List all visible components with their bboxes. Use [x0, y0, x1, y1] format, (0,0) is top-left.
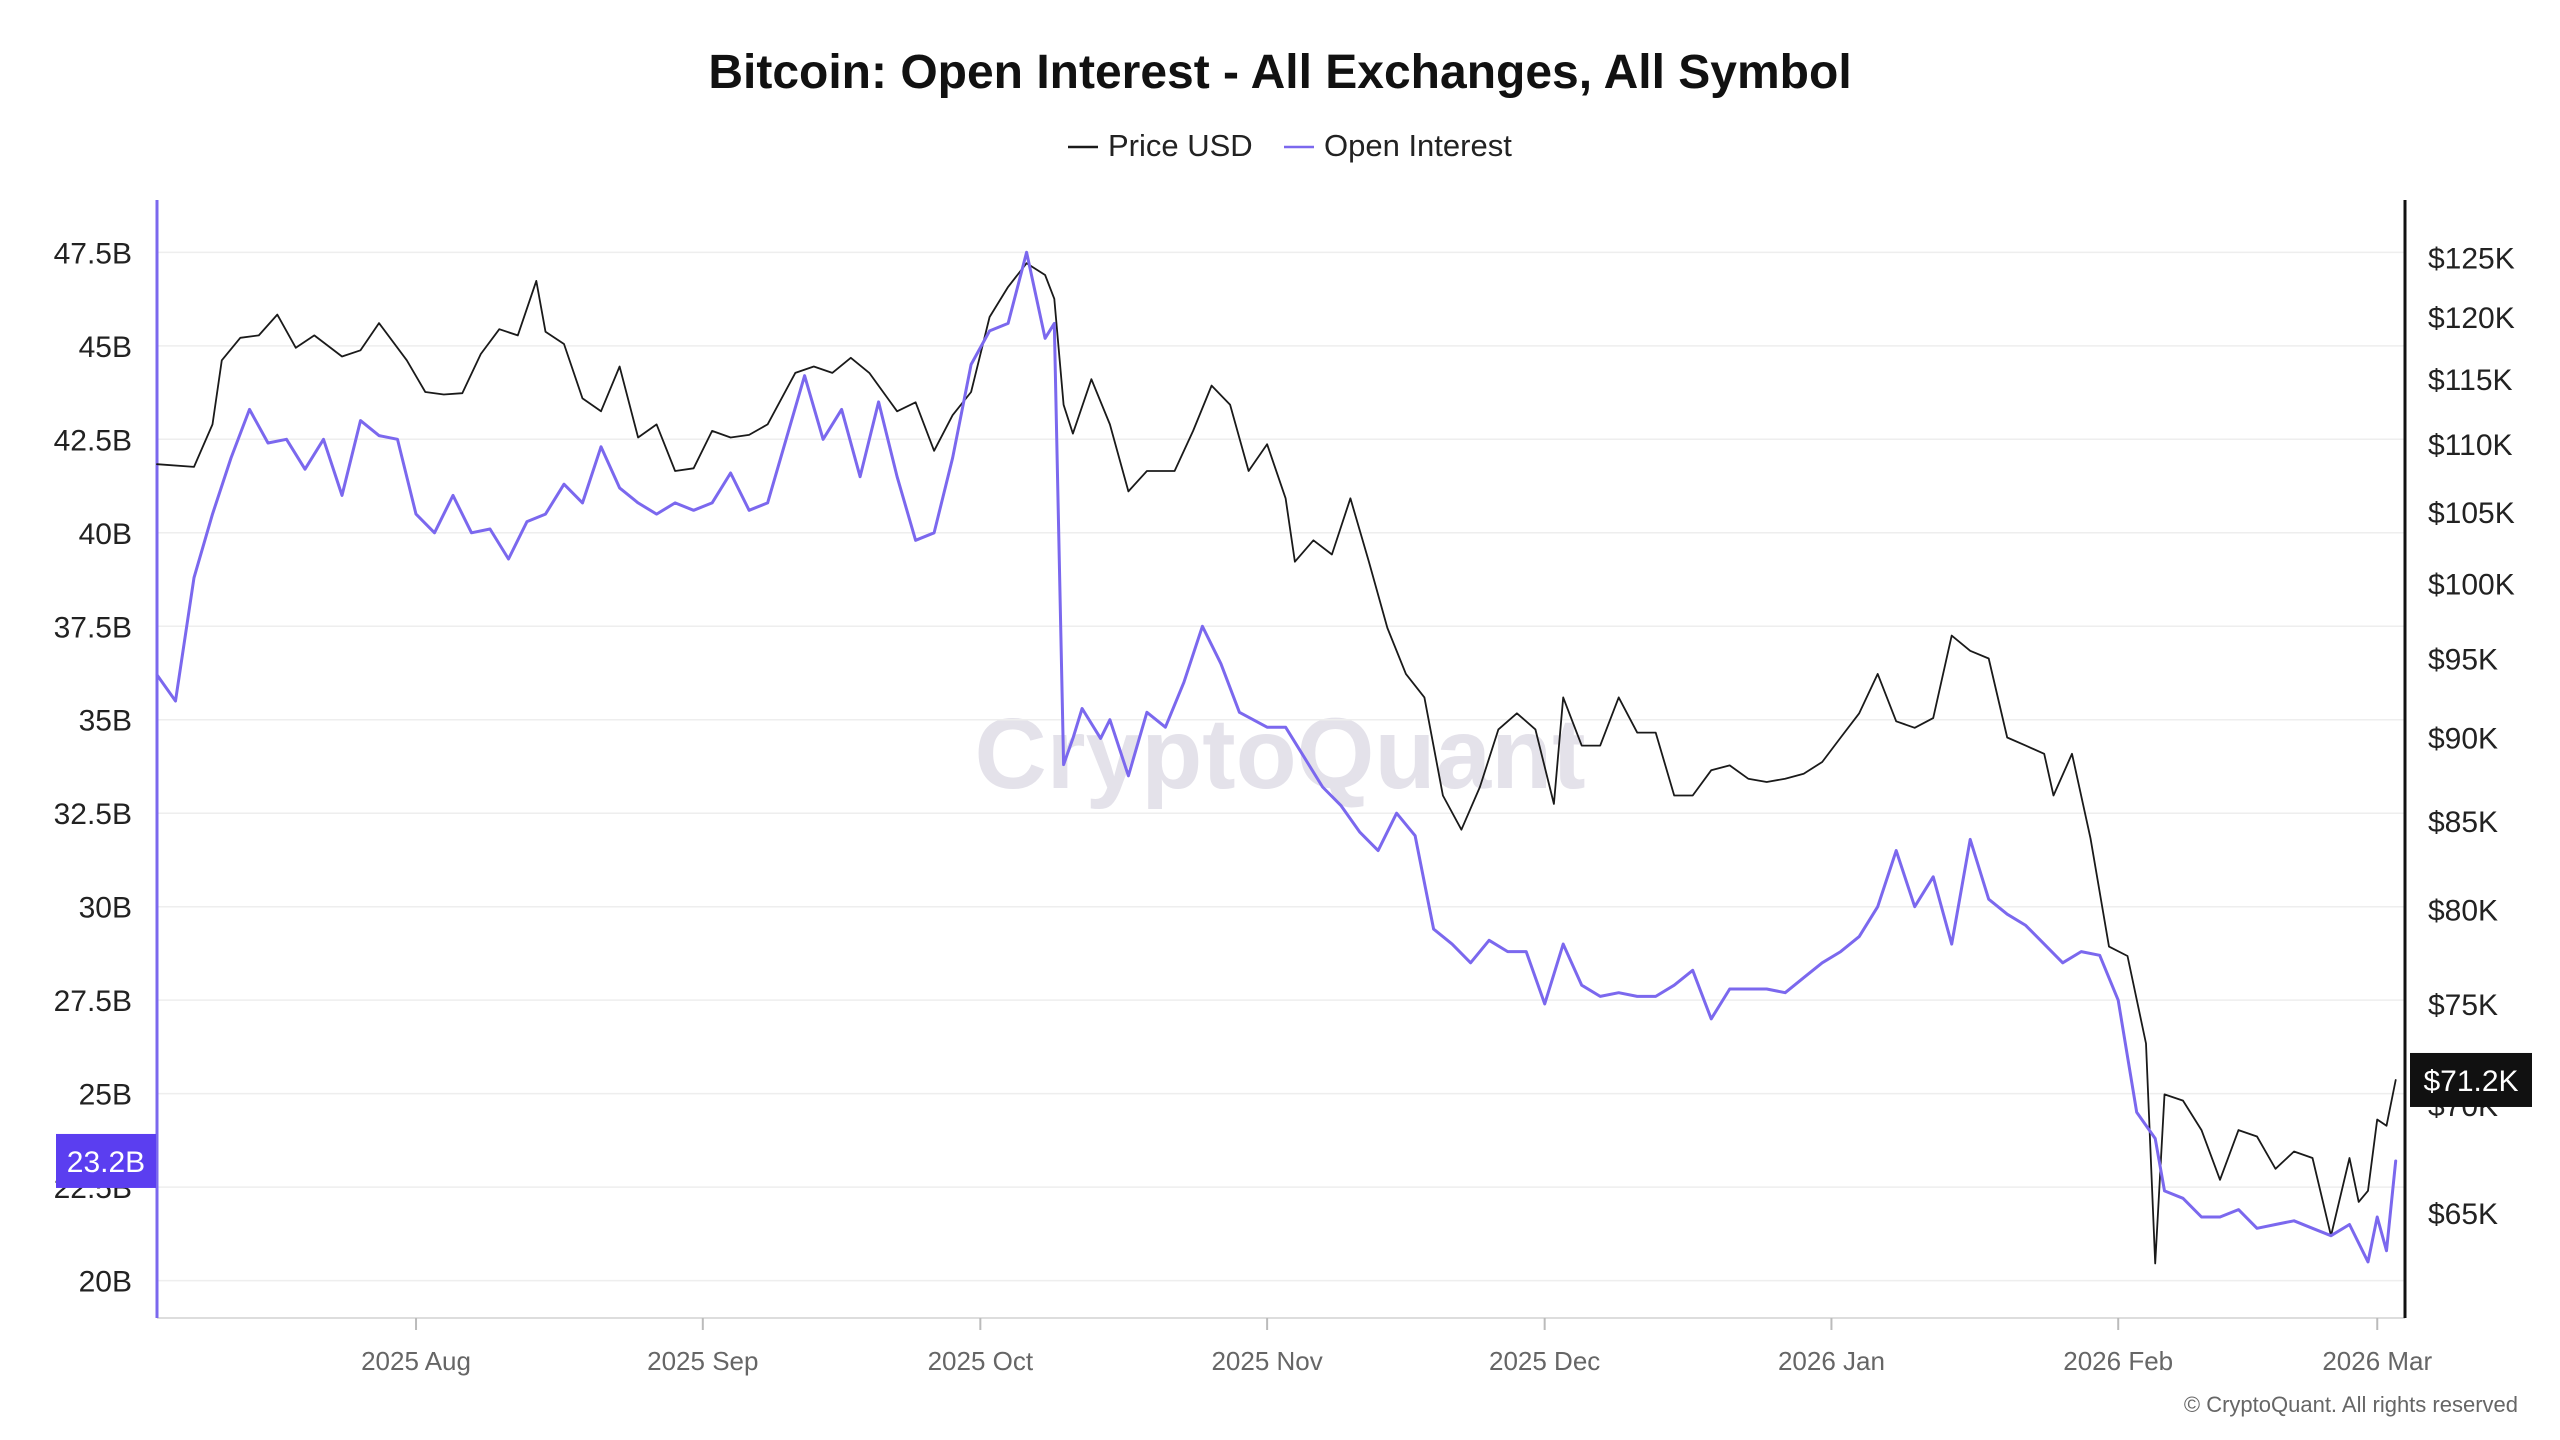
left-tick-label: 25B [79, 1079, 132, 1112]
legend-item: Open Interest [1284, 128, 1512, 163]
right-tick-label: $115K [2428, 364, 2513, 397]
plot-area [155, 250, 2398, 1265]
x-tick-label: 2025 Nov [1211, 1346, 1322, 1376]
right-tick-label: $105K [2428, 497, 2515, 530]
gridlines [157, 251, 2405, 1282]
price-last-value-box [2410, 1052, 2532, 1107]
legend-item: Price USD [1068, 128, 1253, 163]
left-tick-label: 42.5B [54, 424, 132, 457]
left-tick-label: 45B [79, 331, 132, 364]
left-tick-label: 27.5B [54, 985, 132, 1018]
right-tick-label: $85K [2428, 806, 2498, 839]
open-interest-last-value-label: 23.2B [67, 1146, 145, 1179]
legend-label: Open Interest [1324, 128, 1512, 163]
x-tick-label: 2025 Aug [361, 1346, 471, 1376]
chart-title: Bitcoin: Open Interest - All Exchanges, … [708, 46, 1851, 99]
x-tick-label: 2025 Dec [1489, 1346, 1600, 1376]
right-tick-label: $80K [2428, 895, 2498, 928]
x-tick-label: 2026 Mar [2322, 1346, 2432, 1376]
right-tick-label: $110K [2428, 429, 2513, 462]
last-value-labels: 23.2B $71.2K [56, 1052, 2532, 1188]
open-interest-last-value: 23.2B [56, 1133, 156, 1188]
legend-label: Price USD [1108, 128, 1253, 163]
left-tick-label: 47.5B [54, 237, 132, 270]
right-tick-label: $75K [2428, 989, 2498, 1022]
legend: Price USD Open Interest [1068, 128, 1512, 163]
right-tick-label: $100K [2428, 568, 2515, 601]
open-interest-line [155, 250, 2398, 1264]
right-tick-label: $95K [2428, 643, 2498, 676]
right-tick-label: $125K [2428, 242, 2515, 275]
watermark: CryptoQuant [974, 698, 1585, 810]
right-tick-label: $65K [2428, 1198, 2498, 1231]
right-tick-label: $120K [2428, 302, 2515, 335]
left-tick-label: 37.5B [54, 611, 132, 644]
price-usd-line [156, 262, 2397, 1265]
left-tick-label: 35B [79, 705, 132, 738]
x-tick-label: 2025 Sep [647, 1346, 758, 1376]
price-last-value: $71.2K [2410, 1052, 2532, 1107]
left-tick-label: 30B [79, 892, 132, 925]
x-tick-label: 2025 Oct [928, 1346, 1034, 1376]
left-axis: 20B22.5B25B27.5B30B32.5B35B37.5B40B42.5B… [54, 200, 159, 1318]
copyright-text: © CryptoQuant. All rights reserved [2184, 1392, 2518, 1417]
left-tick-label: 40B [79, 518, 132, 551]
right-axis: $65K$70K$75K$80K$85K$90K$95K$100K$105K$1… [2403, 200, 2515, 1318]
x-tick-label: 2026 Jan [1778, 1346, 1885, 1376]
right-tick-label: $90K [2428, 722, 2498, 755]
left-tick-label: 32.5B [54, 798, 132, 831]
open-interest-last-value-box [56, 1133, 156, 1188]
x-tick-label: 2026 Feb [2063, 1346, 2173, 1376]
left-tick-label: 20B [79, 1266, 132, 1299]
x-axis: 2025 Aug 2025 Sep 2025 Oct 2025 Nov 2025 Dec… [157, 1317, 2433, 1376]
price-last-value-label: $71.2K [2423, 1065, 2518, 1098]
